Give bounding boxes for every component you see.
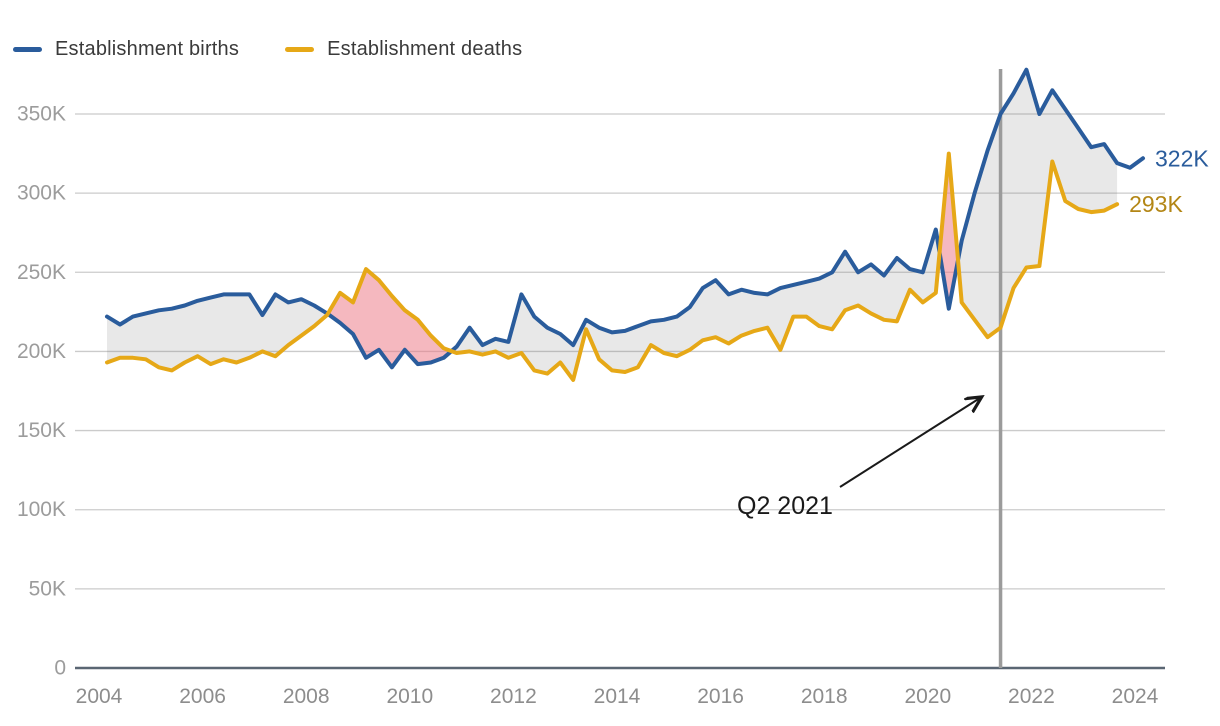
- deaths-line-swatch: [285, 47, 315, 52]
- deaths-line: [105, 151, 1120, 382]
- legend-label-deaths: Establishment deaths: [327, 38, 523, 60]
- y-tick-150K: 150K: [17, 419, 66, 442]
- x-tick-2020: 2020: [904, 685, 951, 708]
- y-tick-100K: 100K: [17, 498, 66, 521]
- legend-item-deaths: Establishment deaths: [285, 38, 522, 61]
- x-tick-2022: 2022: [1008, 685, 1055, 708]
- deaths-end-label: 293K: [1129, 191, 1183, 217]
- births-end-label: 322K: [1155, 145, 1209, 171]
- y-tick-250K: 250K: [17, 261, 66, 284]
- x-tick-2012: 2012: [490, 685, 537, 708]
- x-tick-2014: 2014: [594, 685, 641, 708]
- legend-label-births: Establishment births: [55, 38, 240, 60]
- births-line-swatch: [13, 47, 42, 52]
- x-tick-2018: 2018: [801, 685, 848, 708]
- annotation-arrow: [839, 398, 980, 488]
- y-tick-200K: 200K: [17, 340, 66, 363]
- gap-fill-gray-0: [107, 294, 328, 371]
- y-tick-0: 0: [54, 657, 66, 680]
- x-tick-2008: 2008: [283, 685, 330, 708]
- x-tick-2006: 2006: [179, 685, 226, 708]
- gap-fill-pink-1: [327, 269, 452, 368]
- x-tick-2004: 2004: [76, 685, 123, 708]
- gap-fill-gray-4: [958, 69, 1118, 338]
- y-tick-50K: 50K: [29, 577, 66, 600]
- legend: Establishment births Establishment death…: [13, 38, 522, 61]
- y-tick-300K: 300K: [17, 182, 66, 205]
- y-tick-350K: 350K: [17, 102, 66, 125]
- x-tick-2024: 2024: [1112, 685, 1159, 708]
- gap-fill-gray-2: [451, 229, 940, 380]
- annotation-q2-2021: Q2 2021: [737, 492, 833, 520]
- x-tick-2010: 2010: [386, 685, 433, 708]
- x-tick-2016: 2016: [697, 685, 744, 708]
- births-line: [105, 67, 1145, 370]
- legend-item-births: Establishment births: [13, 38, 239, 61]
